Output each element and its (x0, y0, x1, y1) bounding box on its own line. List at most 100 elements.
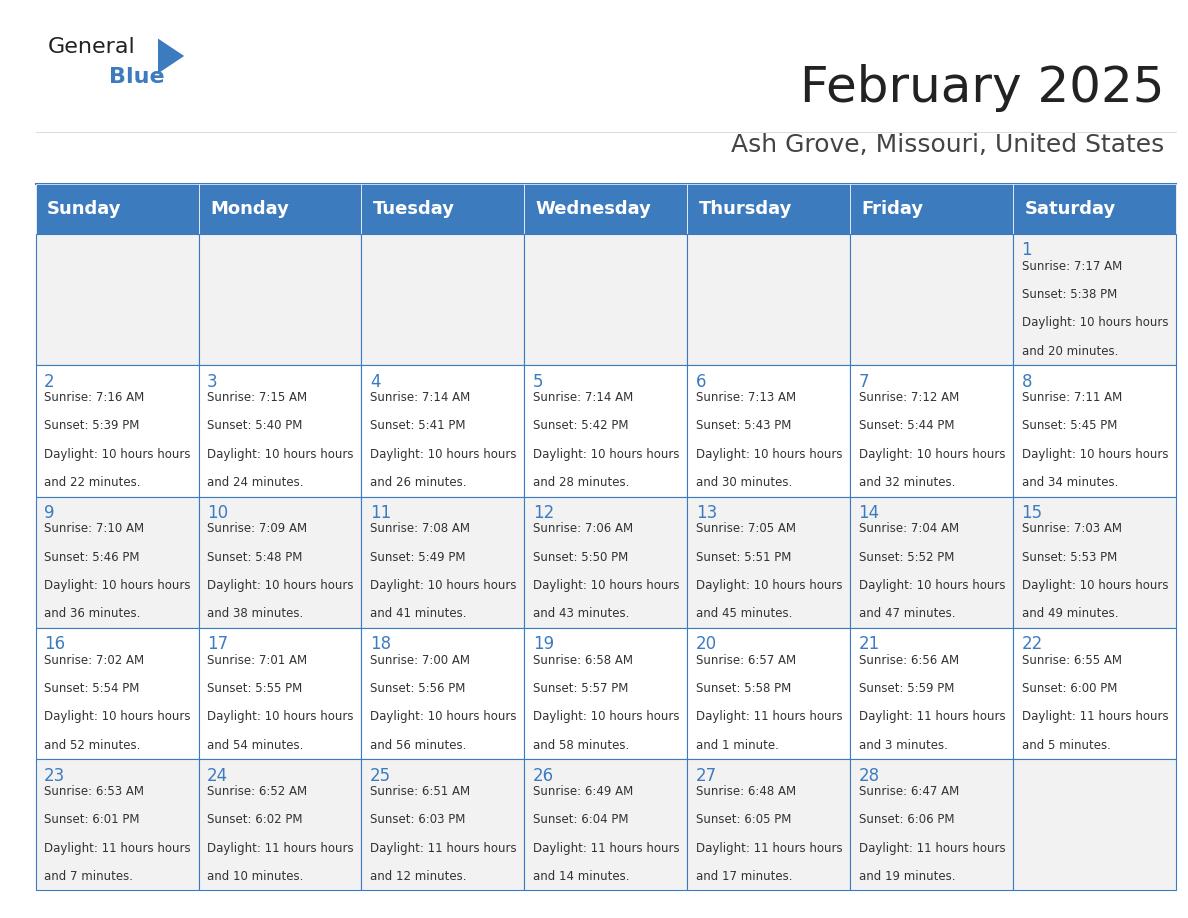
Text: Sunset: 5:45 PM: Sunset: 5:45 PM (1022, 420, 1117, 432)
Text: Sunday: Sunday (48, 200, 121, 218)
Text: Sunrise: 7:14 AM: Sunrise: 7:14 AM (532, 391, 633, 404)
Text: 8: 8 (1022, 373, 1032, 391)
Text: Sunrise: 7:04 AM: Sunrise: 7:04 AM (859, 522, 959, 535)
Text: Sunset: 5:38 PM: Sunset: 5:38 PM (1022, 288, 1117, 301)
Text: Sunrise: 7:17 AM: Sunrise: 7:17 AM (1022, 260, 1121, 273)
Text: and 36 minutes.: and 36 minutes. (44, 608, 140, 621)
Text: 13: 13 (696, 504, 716, 522)
Text: Daylight: 11 hours hours: Daylight: 11 hours hours (1022, 711, 1168, 723)
Text: and 32 minutes.: and 32 minutes. (859, 476, 955, 489)
Text: Ash Grove, Missouri, United States: Ash Grove, Missouri, United States (731, 133, 1164, 157)
Text: 14: 14 (859, 504, 879, 522)
Text: 9: 9 (44, 504, 55, 522)
Text: Daylight: 10 hours hours: Daylight: 10 hours hours (859, 579, 1005, 592)
Text: Sunrise: 7:05 AM: Sunrise: 7:05 AM (696, 522, 796, 535)
Text: 27: 27 (696, 767, 716, 785)
Text: Sunset: 5:59 PM: Sunset: 5:59 PM (859, 682, 954, 695)
Text: Sunset: 5:39 PM: Sunset: 5:39 PM (44, 420, 139, 432)
Text: Sunrise: 6:53 AM: Sunrise: 6:53 AM (44, 785, 144, 798)
Text: and 41 minutes.: and 41 minutes. (369, 608, 467, 621)
Text: 7: 7 (859, 373, 870, 391)
Text: Sunset: 6:02 PM: Sunset: 6:02 PM (207, 813, 303, 826)
Text: Sunrise: 7:13 AM: Sunrise: 7:13 AM (696, 391, 796, 404)
Text: Sunset: 5:51 PM: Sunset: 5:51 PM (696, 551, 791, 564)
Text: and 7 minutes.: and 7 minutes. (44, 870, 133, 883)
Text: Sunrise: 7:08 AM: Sunrise: 7:08 AM (369, 522, 469, 535)
Text: and 1 minute.: and 1 minute. (696, 739, 778, 752)
Text: 4: 4 (369, 373, 380, 391)
Text: Daylight: 10 hours hours: Daylight: 10 hours hours (859, 448, 1005, 461)
Text: Sunrise: 7:00 AM: Sunrise: 7:00 AM (369, 654, 469, 666)
Text: General: General (48, 37, 135, 57)
Text: 24: 24 (207, 767, 228, 785)
Text: and 19 minutes.: and 19 minutes. (859, 870, 955, 883)
Text: 21: 21 (859, 635, 880, 654)
Text: Daylight: 10 hours hours: Daylight: 10 hours hours (369, 448, 517, 461)
Text: and 12 minutes.: and 12 minutes. (369, 870, 467, 883)
Text: 3: 3 (207, 373, 217, 391)
Text: Sunset: 5:40 PM: Sunset: 5:40 PM (207, 420, 302, 432)
Text: and 49 minutes.: and 49 minutes. (1022, 608, 1118, 621)
Text: Daylight: 11 hours hours: Daylight: 11 hours hours (44, 842, 190, 855)
Text: and 10 minutes.: and 10 minutes. (207, 870, 303, 883)
Text: and 24 minutes.: and 24 minutes. (207, 476, 303, 489)
Text: and 52 minutes.: and 52 minutes. (44, 739, 140, 752)
Text: Tuesday: Tuesday (373, 200, 455, 218)
Text: Daylight: 10 hours hours: Daylight: 10 hours hours (44, 711, 190, 723)
Text: Sunset: 6:06 PM: Sunset: 6:06 PM (859, 813, 954, 826)
Text: 2: 2 (44, 373, 55, 391)
Text: Daylight: 10 hours hours: Daylight: 10 hours hours (369, 711, 517, 723)
Text: Daylight: 10 hours hours: Daylight: 10 hours hours (532, 711, 680, 723)
Text: Sunset: 6:00 PM: Sunset: 6:00 PM (1022, 682, 1117, 695)
Text: 28: 28 (859, 767, 879, 785)
Text: and 56 minutes.: and 56 minutes. (369, 739, 466, 752)
Text: Sunset: 5:53 PM: Sunset: 5:53 PM (1022, 551, 1117, 564)
Text: and 5 minutes.: and 5 minutes. (1022, 739, 1111, 752)
Text: and 47 minutes.: and 47 minutes. (859, 608, 955, 621)
Text: 19: 19 (532, 635, 554, 654)
Text: Blue: Blue (109, 67, 165, 87)
Text: Sunrise: 6:58 AM: Sunrise: 6:58 AM (532, 654, 633, 666)
Text: and 17 minutes.: and 17 minutes. (696, 870, 792, 883)
Text: Daylight: 11 hours hours: Daylight: 11 hours hours (859, 711, 1005, 723)
Text: Sunrise: 7:01 AM: Sunrise: 7:01 AM (207, 654, 307, 666)
Text: Daylight: 10 hours hours: Daylight: 10 hours hours (532, 579, 680, 592)
Text: Sunset: 6:01 PM: Sunset: 6:01 PM (44, 813, 139, 826)
Text: Sunset: 6:05 PM: Sunset: 6:05 PM (696, 813, 791, 826)
Text: Daylight: 11 hours hours: Daylight: 11 hours hours (696, 842, 842, 855)
Text: and 3 minutes.: and 3 minutes. (859, 739, 948, 752)
Text: Sunrise: 7:14 AM: Sunrise: 7:14 AM (369, 391, 470, 404)
Text: and 58 minutes.: and 58 minutes. (532, 739, 628, 752)
Text: Wednesday: Wednesday (536, 200, 652, 218)
Text: 22: 22 (1022, 635, 1043, 654)
Text: Daylight: 10 hours hours: Daylight: 10 hours hours (696, 579, 842, 592)
Text: Sunrise: 6:52 AM: Sunrise: 6:52 AM (207, 785, 307, 798)
Text: Daylight: 11 hours hours: Daylight: 11 hours hours (207, 842, 354, 855)
Text: Sunset: 5:49 PM: Sunset: 5:49 PM (369, 551, 466, 564)
Text: Sunset: 6:04 PM: Sunset: 6:04 PM (532, 813, 628, 826)
Text: Daylight: 10 hours hours: Daylight: 10 hours hours (207, 579, 353, 592)
Text: 5: 5 (532, 373, 543, 391)
Text: 23: 23 (44, 767, 65, 785)
Text: 17: 17 (207, 635, 228, 654)
Text: Sunrise: 7:06 AM: Sunrise: 7:06 AM (532, 522, 633, 535)
Text: and 28 minutes.: and 28 minutes. (532, 476, 630, 489)
Text: Daylight: 10 hours hours: Daylight: 10 hours hours (207, 448, 353, 461)
Text: Sunrise: 7:03 AM: Sunrise: 7:03 AM (1022, 522, 1121, 535)
Text: Daylight: 10 hours hours: Daylight: 10 hours hours (207, 711, 353, 723)
Text: and 54 minutes.: and 54 minutes. (207, 739, 303, 752)
Text: Daylight: 11 hours hours: Daylight: 11 hours hours (859, 842, 1005, 855)
Text: 16: 16 (44, 635, 65, 654)
Text: 11: 11 (369, 504, 391, 522)
Text: Sunrise: 7:11 AM: Sunrise: 7:11 AM (1022, 391, 1121, 404)
Text: 1: 1 (1022, 241, 1032, 260)
Text: and 26 minutes.: and 26 minutes. (369, 476, 467, 489)
Text: Sunrise: 7:09 AM: Sunrise: 7:09 AM (207, 522, 307, 535)
Text: Sunrise: 7:15 AM: Sunrise: 7:15 AM (207, 391, 307, 404)
Text: Sunset: 5:44 PM: Sunset: 5:44 PM (859, 420, 954, 432)
Text: Sunset: 5:43 PM: Sunset: 5:43 PM (696, 420, 791, 432)
Text: Daylight: 11 hours hours: Daylight: 11 hours hours (369, 842, 517, 855)
Text: Saturday: Saturday (1024, 200, 1116, 218)
Text: and 22 minutes.: and 22 minutes. (44, 476, 140, 489)
Text: Daylight: 11 hours hours: Daylight: 11 hours hours (696, 711, 842, 723)
